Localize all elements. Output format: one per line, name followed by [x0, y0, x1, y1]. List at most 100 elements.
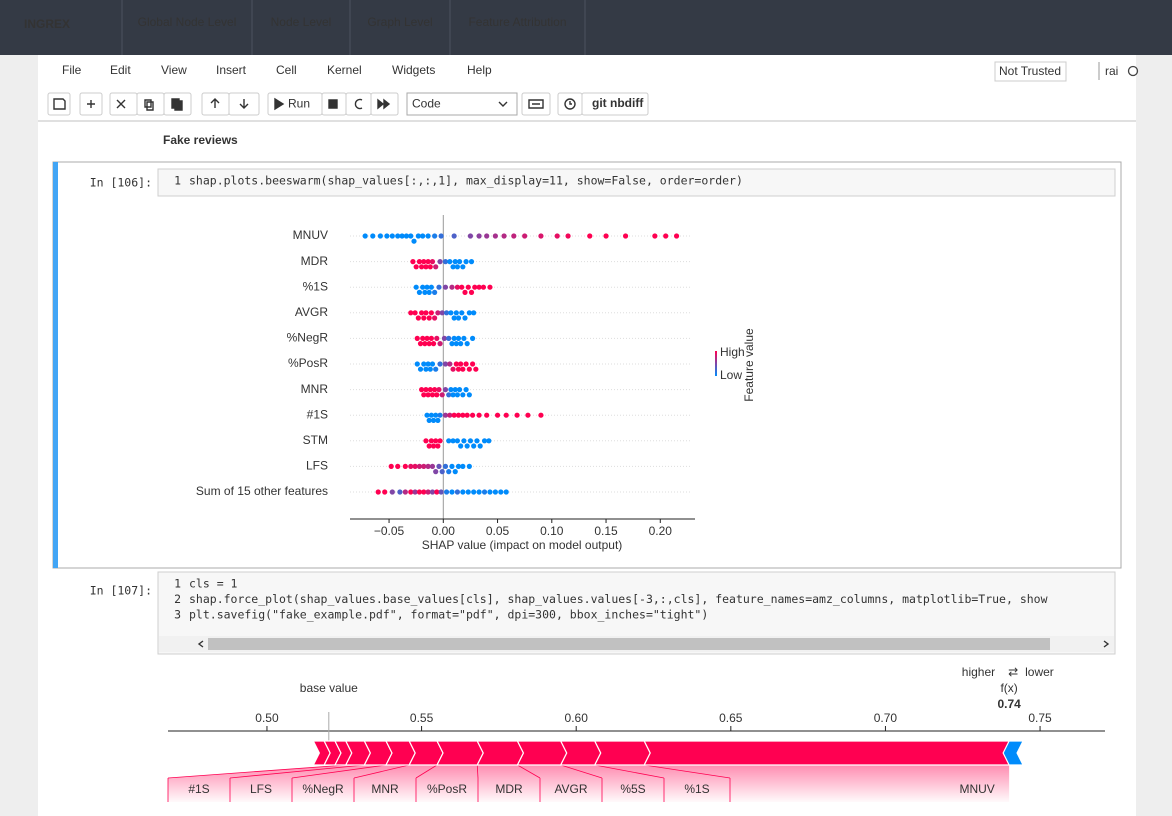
cell-type-select[interactable] [406, 92, 518, 116]
toolbar-button[interactable] [109, 92, 138, 116]
menu-item[interactable]: Cell [276, 63, 297, 77]
shap-dot [442, 463, 449, 469]
shap-dot [423, 366, 429, 372]
feature-label: #1S [307, 407, 328, 421]
shap-dot [437, 412, 443, 418]
label-connector [229, 764, 365, 779]
shap-dot [538, 233, 544, 239]
shap-dot [469, 335, 476, 341]
shap-dot [461, 438, 467, 444]
h-scroll-thumb[interactable] [208, 638, 1050, 650]
run-label[interactable]: Run [288, 97, 310, 111]
toolbar-button[interactable] [47, 92, 71, 116]
shap-dot [459, 310, 465, 316]
shap-dot [436, 387, 442, 393]
shap-dot [437, 259, 443, 265]
nav-tab[interactable]: Node Level [271, 15, 332, 29]
shap-dot [433, 469, 439, 475]
shap-dot [501, 233, 507, 239]
shap-dot [455, 315, 462, 321]
shap-dot [471, 443, 477, 449]
feature-label: #1S [188, 782, 209, 796]
shap-dot [456, 259, 463, 265]
legend-arrows: ⇄ [1008, 665, 1018, 679]
shap-dot [420, 335, 426, 341]
menu-item[interactable]: View [161, 63, 187, 77]
colorbar-high: High [720, 345, 745, 359]
cell-prompt: In [106]: [90, 176, 152, 190]
menu-item[interactable]: Insert [216, 63, 247, 77]
nbdiff-button[interactable]: git nbdiff [592, 96, 644, 110]
label-connector [594, 764, 665, 779]
shap-dot [437, 341, 443, 347]
nav-tab[interactable]: Feature Attribution [468, 15, 566, 29]
feature-label: MNR [371, 782, 399, 796]
shap-dot [452, 387, 458, 393]
toolbar-icon [274, 97, 285, 111]
code-line: plt.savefig("fake_example.pdf", format="… [189, 608, 708, 622]
shap-dot [468, 259, 475, 265]
line-number: 3 [174, 608, 181, 622]
shap-dot [428, 310, 434, 316]
menu-item[interactable]: Kernel [327, 63, 362, 77]
toolbar-icon [144, 99, 154, 111]
shap-dot [449, 284, 455, 290]
shap-dot [423, 264, 429, 270]
shap-dot [492, 489, 498, 495]
shap-dot [587, 233, 593, 239]
shap-dot [476, 489, 482, 495]
section-heading: Fake reviews [163, 133, 238, 147]
feature-label: AVGR [295, 305, 328, 319]
toolbar-button[interactable] [581, 92, 649, 116]
shap-dot [395, 233, 401, 239]
shap-dot [384, 233, 390, 239]
shap-dot [434, 335, 440, 341]
shap-dot [427, 366, 433, 372]
shap-dot [416, 463, 423, 469]
shap-dot [451, 315, 457, 321]
shap-dot [420, 284, 426, 290]
shap-dot [466, 366, 472, 372]
nav-tab[interactable]: Graph Level [367, 15, 432, 29]
label-fade [477, 765, 540, 802]
shap-dot [426, 443, 432, 449]
cell-prompt: In [107]: [90, 584, 152, 598]
shap-dot [402, 489, 408, 495]
shap-dot [422, 289, 428, 295]
menu-item[interactable]: Edit [110, 63, 131, 77]
feature-label: MDR [495, 782, 523, 796]
menu-item[interactable]: Widgets [392, 63, 435, 77]
toolbar-button[interactable] [345, 92, 372, 116]
label-connector [167, 764, 346, 779]
force-segment-lower [1002, 740, 1025, 766]
shap-dot [388, 463, 394, 469]
shap-dot [449, 341, 455, 347]
toolbar-icon [87, 100, 95, 108]
label-fade [168, 765, 365, 802]
feature-label: STM [303, 433, 328, 447]
shap-dot [425, 361, 431, 367]
kernel-status [1127, 65, 1139, 77]
kernel-name: rai [1105, 64, 1118, 78]
shap-dot [652, 233, 658, 239]
menu-item[interactable]: Help [467, 63, 492, 77]
trust-indicator[interactable]: Not Trusted [999, 64, 1061, 78]
toolbar-icon [239, 99, 249, 109]
shap-dot [451, 233, 457, 239]
shap-dot [460, 264, 466, 270]
shap-dot [423, 387, 429, 393]
shap-dot [419, 310, 425, 316]
shap-dot [498, 489, 504, 495]
shap-dot [446, 392, 452, 398]
toolbar-icon [569, 101, 572, 105]
shap-dot [480, 284, 487, 290]
force-segment-higher [516, 740, 568, 766]
nav-tab[interactable]: Global Node Level [138, 15, 237, 29]
cell-type[interactable]: Code [412, 97, 441, 111]
shap-dot [395, 463, 401, 469]
menu-item[interactable]: File [62, 63, 82, 77]
shap-dot [433, 438, 439, 444]
shap-dot [439, 310, 445, 316]
shap-dot [417, 366, 424, 372]
